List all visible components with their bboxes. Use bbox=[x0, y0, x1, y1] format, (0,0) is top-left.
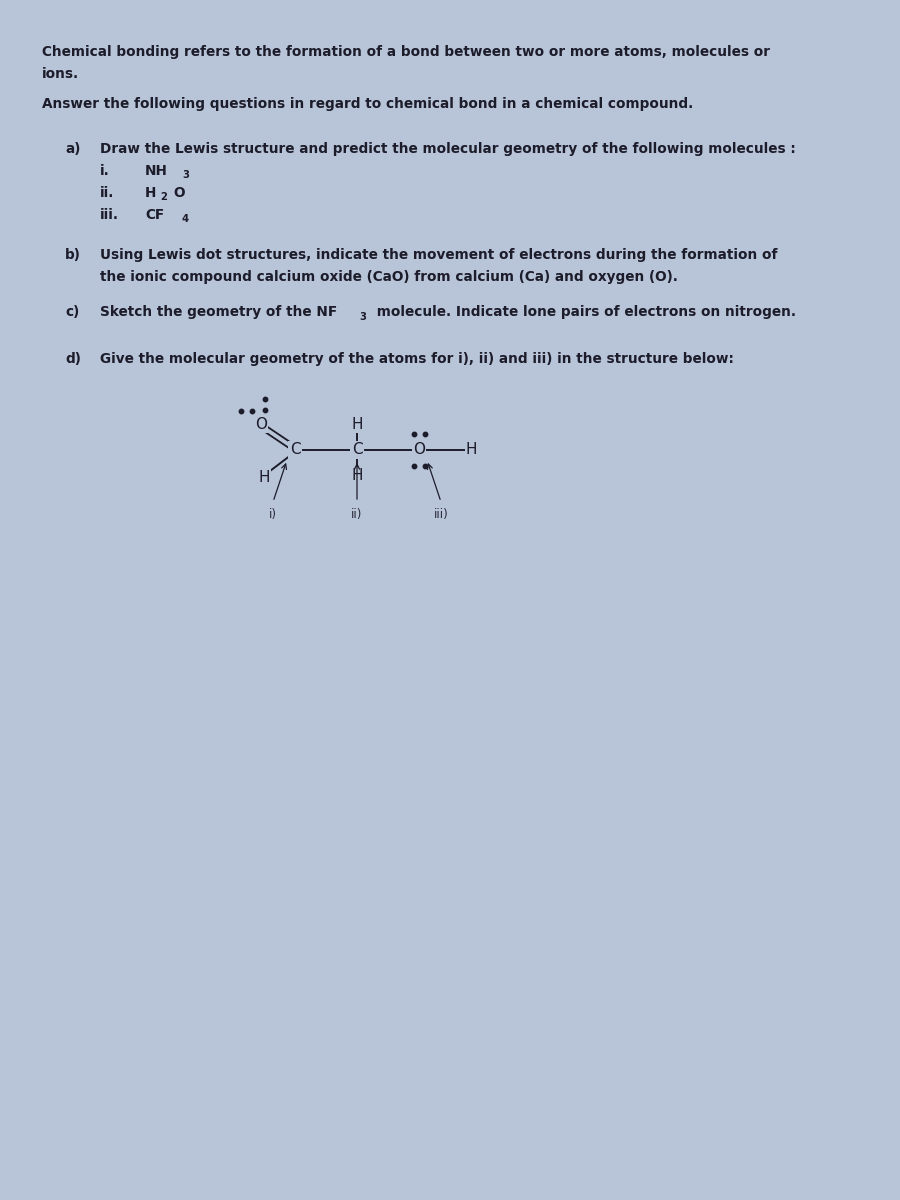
Text: CF: CF bbox=[145, 208, 164, 222]
Text: O: O bbox=[413, 443, 425, 457]
Text: a): a) bbox=[65, 142, 80, 156]
Text: Using Lewis dot structures, indicate the movement of electrons during the format: Using Lewis dot structures, indicate the… bbox=[100, 248, 778, 262]
Text: Answer the following questions in regard to chemical bond in a chemical compound: Answer the following questions in regard… bbox=[42, 97, 693, 110]
Text: O: O bbox=[255, 416, 267, 432]
Text: iii.: iii. bbox=[100, 208, 119, 222]
Text: i.: i. bbox=[100, 164, 110, 178]
Text: H: H bbox=[466, 443, 478, 457]
Text: H: H bbox=[145, 186, 157, 200]
Text: iii): iii) bbox=[434, 508, 448, 521]
Text: the ionic compound calcium oxide (CaO) from calcium (Ca) and oxygen (O).: the ionic compound calcium oxide (CaO) f… bbox=[100, 270, 678, 284]
Text: 3: 3 bbox=[183, 170, 189, 180]
Text: ions.: ions. bbox=[42, 67, 79, 80]
Text: Sketch the geometry of the NF: Sketch the geometry of the NF bbox=[100, 305, 338, 319]
Text: NH: NH bbox=[145, 164, 168, 178]
Text: ii): ii) bbox=[351, 508, 363, 521]
Text: Draw the Lewis structure and predict the molecular geometry of the following mol: Draw the Lewis structure and predict the… bbox=[100, 142, 796, 156]
Text: Give the molecular geometry of the atoms for i), ii) and iii) in the structure b: Give the molecular geometry of the atoms… bbox=[100, 352, 733, 366]
Text: c): c) bbox=[65, 305, 79, 319]
Text: i): i) bbox=[269, 508, 277, 521]
Text: O: O bbox=[173, 186, 184, 200]
Text: 4: 4 bbox=[182, 215, 189, 224]
Text: H: H bbox=[351, 468, 363, 482]
Text: Chemical bonding refers to the formation of a bond between two or more atoms, mo: Chemical bonding refers to the formation… bbox=[42, 44, 770, 59]
Text: C: C bbox=[352, 443, 363, 457]
Text: H: H bbox=[351, 416, 363, 432]
Text: molecule. Indicate lone pairs of electrons on nitrogen.: molecule. Indicate lone pairs of electro… bbox=[372, 305, 796, 319]
Text: 3: 3 bbox=[359, 312, 366, 322]
Text: ii.: ii. bbox=[100, 186, 114, 200]
Text: b): b) bbox=[65, 248, 81, 262]
Text: 2: 2 bbox=[160, 192, 167, 203]
Text: H: H bbox=[258, 469, 270, 485]
Text: d): d) bbox=[65, 352, 81, 366]
Text: C: C bbox=[290, 443, 301, 457]
